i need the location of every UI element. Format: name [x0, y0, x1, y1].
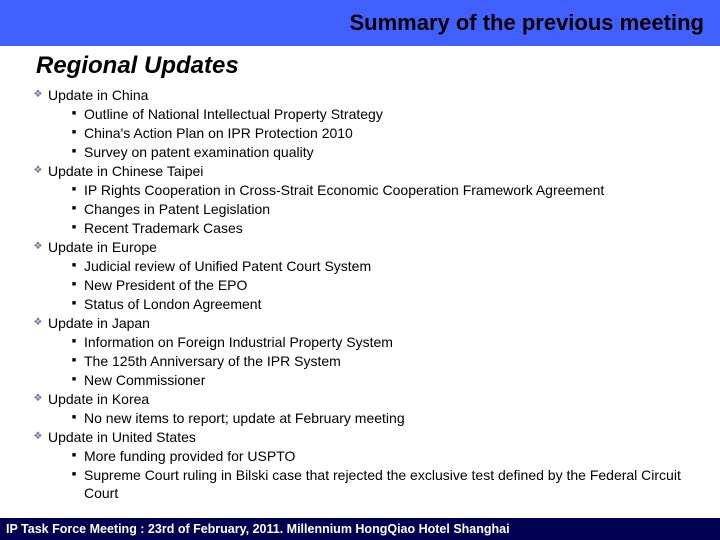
- square-bullet-icon: ■: [64, 466, 84, 484]
- list-item: ■Recent Trademark Cases: [28, 219, 692, 237]
- list-item-label: China's Action Plan on IPR Protection 20…: [84, 124, 363, 142]
- square-bullet-icon: ■: [64, 333, 84, 351]
- square-bullet-icon: ■: [64, 276, 84, 294]
- list-item-label: Status of London Agreement: [84, 295, 271, 313]
- section-heading: ❖Update in United States: [28, 428, 692, 446]
- diamond-bullet-icon: ❖: [28, 314, 48, 332]
- list-item: ■Outline of National Intellectual Proper…: [28, 105, 692, 123]
- list-item-label: Changes in Patent Legislation: [84, 200, 280, 218]
- square-bullet-icon: ■: [64, 352, 84, 370]
- list-item-label: More funding provided for USPTO: [84, 447, 305, 465]
- diamond-bullet-icon: ❖: [28, 428, 48, 446]
- section-label: Update in Europe: [48, 238, 157, 256]
- header-bar: Summary of the previous meeting: [0, 0, 720, 46]
- list-item-label: Recent Trademark Cases: [84, 219, 253, 237]
- list-item-label: New President of the EPO: [84, 276, 257, 294]
- square-bullet-icon: ■: [64, 257, 84, 275]
- list-item: ■Survey on patent examination quality: [28, 143, 692, 161]
- square-bullet-icon: ■: [64, 219, 84, 237]
- list-item-label: New Commissioner: [84, 371, 215, 389]
- content-list: ❖Update in China■Outline of National Int…: [0, 86, 720, 502]
- diamond-bullet-icon: ❖: [28, 238, 48, 256]
- list-item: ■The 125th Anniversary of the IPR System: [28, 352, 692, 370]
- section-label: Update in United States: [48, 428, 196, 446]
- list-item-label: Outline of National Intellectual Propert…: [84, 105, 393, 123]
- square-bullet-icon: ■: [64, 200, 84, 218]
- list-item-label: The 125th Anniversary of the IPR System: [84, 352, 351, 370]
- list-item: ■New Commissioner: [28, 371, 692, 389]
- footer-bar: IP Task Force Meeting : 23rd of February…: [0, 518, 720, 540]
- list-item: ■No new items to report; update at Febru…: [28, 409, 692, 427]
- list-item: ■China's Action Plan on IPR Protection 2…: [28, 124, 692, 142]
- square-bullet-icon: ■: [64, 409, 84, 427]
- section-heading: ❖Update in Chinese Taipei: [28, 162, 692, 180]
- list-item: ■Supreme Court ruling in Bilski case tha…: [28, 466, 692, 502]
- diamond-bullet-icon: ❖: [28, 390, 48, 408]
- section-heading: ❖Update in Korea: [28, 390, 692, 408]
- section-heading: ❖Update in Japan: [28, 314, 692, 332]
- section-label: Update in Japan: [48, 314, 150, 332]
- list-item-label: IP Rights Cooperation in Cross-Strait Ec…: [84, 181, 614, 199]
- section-heading: ❖Update in China: [28, 86, 692, 104]
- list-item: ■IP Rights Cooperation in Cross-Strait E…: [28, 181, 692, 199]
- list-item: ■Status of London Agreement: [28, 295, 692, 313]
- square-bullet-icon: ■: [64, 295, 84, 313]
- list-item: ■Judicial review of Unified Patent Court…: [28, 257, 692, 275]
- square-bullet-icon: ■: [64, 105, 84, 123]
- square-bullet-icon: ■: [64, 371, 84, 389]
- diamond-bullet-icon: ❖: [28, 86, 48, 104]
- diamond-bullet-icon: ❖: [28, 162, 48, 180]
- subtitle: Regional Updates: [0, 46, 720, 86]
- header-title: Summary of the previous meeting: [349, 10, 704, 36]
- square-bullet-icon: ■: [64, 181, 84, 199]
- list-item-label: Survey on patent examination quality: [84, 143, 324, 161]
- list-item: ■New President of the EPO: [28, 276, 692, 294]
- list-item: ■Information on Foreign Industrial Prope…: [28, 333, 692, 351]
- list-item-label: No new items to report; update at Februa…: [84, 409, 415, 427]
- list-item: ■Changes in Patent Legislation: [28, 200, 692, 218]
- section-label: Update in Korea: [48, 390, 149, 408]
- section-label: Update in Chinese Taipei: [48, 162, 203, 180]
- section-heading: ❖Update in Europe: [28, 238, 692, 256]
- list-item-label: Judicial review of Unified Patent Court …: [84, 257, 381, 275]
- square-bullet-icon: ■: [64, 143, 84, 161]
- section-label: Update in China: [48, 86, 148, 104]
- square-bullet-icon: ■: [64, 447, 84, 465]
- list-item: ■More funding provided for USPTO: [28, 447, 692, 465]
- footer-text: IP Task Force Meeting : 23rd of February…: [6, 522, 510, 536]
- square-bullet-icon: ■: [64, 124, 84, 142]
- list-item-label: Supreme Court ruling in Bilski case that…: [84, 466, 692, 502]
- list-item-label: Information on Foreign Industrial Proper…: [84, 333, 403, 351]
